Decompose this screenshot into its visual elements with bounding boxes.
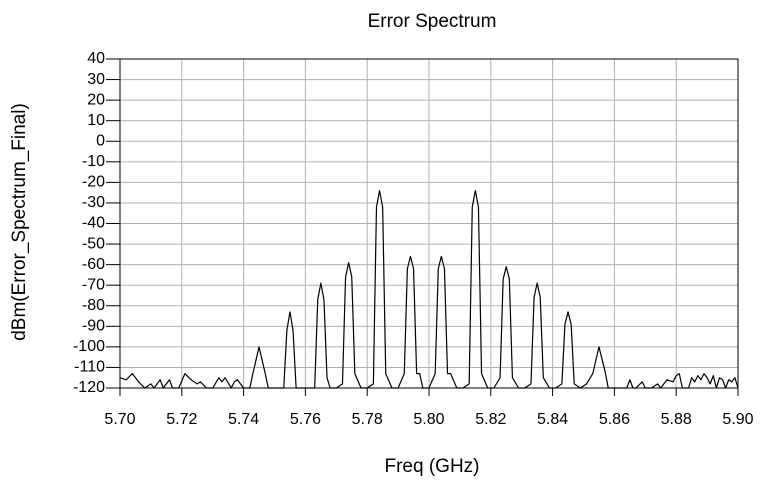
x-tick-label: 5.70	[104, 411, 135, 428]
x-tick-label: 5.82	[475, 411, 506, 428]
y-tick-label: -70	[82, 276, 105, 293]
y-tick-label: 0	[96, 132, 105, 149]
y-tick-label: 20	[87, 91, 105, 108]
y-tick-label: 40	[87, 50, 105, 67]
y-tick-label: -100	[73, 338, 105, 355]
x-axis-label: Freq (GHz)	[385, 456, 480, 477]
x-tick-label: 5.88	[661, 411, 692, 428]
y-tick-label: 10	[87, 112, 105, 129]
y-tick-label: -40	[82, 215, 105, 232]
x-tick-label: 5.80	[413, 411, 444, 428]
y-tick-label: -80	[82, 297, 105, 314]
x-tick-label: 5.74	[228, 411, 259, 428]
y-tick-label: -10	[82, 153, 105, 170]
x-tick-label: 5.72	[166, 411, 197, 428]
y-tick-label: -20	[82, 174, 105, 191]
x-tick-label: 5.90	[722, 411, 753, 428]
y-axis-label: dBm(Error_Spectrum_Final)	[9, 103, 30, 341]
chart-title: Error Spectrum	[368, 11, 497, 32]
y-tick-label: -30	[82, 194, 105, 211]
spectrum-line	[119, 190, 739, 389]
x-tick-label: 5.76	[290, 411, 321, 428]
y-tick-label: 30	[87, 71, 105, 88]
x-tick-label: 5.86	[599, 411, 630, 428]
y-tick-label: -60	[82, 256, 105, 273]
y-tick-label: -90	[82, 318, 105, 335]
x-tick-label: 5.84	[537, 411, 568, 428]
y-tick-label: -110	[74, 359, 105, 376]
x-tick-label: 5.78	[352, 411, 383, 428]
y-tick-label: -50	[82, 235, 105, 252]
y-tick-label: -120	[73, 379, 105, 396]
